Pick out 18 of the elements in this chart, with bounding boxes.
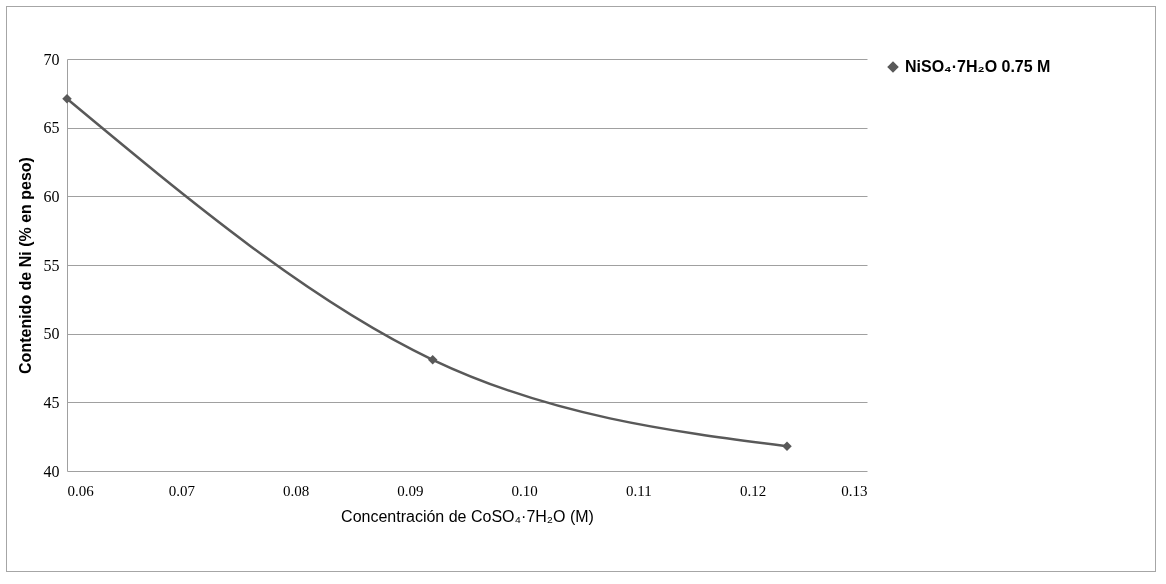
legend-label: NiSO₄·7H₂O 0.75 M: [905, 58, 1051, 75]
x-tick-label: 0.13: [841, 482, 868, 499]
x-tick-label: 0.06: [67, 482, 95, 499]
y-tick-label: 55: [43, 256, 60, 274]
y-tick-label: 40: [43, 462, 60, 480]
x-tick-label: 0.07: [168, 482, 196, 499]
y-axis-title: Contenido de Ni (% en peso): [16, 157, 34, 374]
x-axis-title: Concentración de CoSO₄·7H₂O (M): [341, 507, 594, 525]
y-tick-label: 60: [43, 187, 60, 205]
x-tick-label: 0.08: [282, 482, 310, 499]
x-tick-label: 0.12: [740, 482, 767, 499]
y-tick-label: 65: [43, 119, 60, 137]
x-tick-label: 0.09: [397, 482, 424, 499]
x-tick-label: 0.10: [511, 482, 538, 499]
y-tick-label: 70: [43, 50, 60, 68]
x-tick-label: 0.11: [626, 482, 652, 499]
y-tick-label: 50: [43, 325, 60, 343]
y-tick-label: 45: [43, 393, 60, 411]
